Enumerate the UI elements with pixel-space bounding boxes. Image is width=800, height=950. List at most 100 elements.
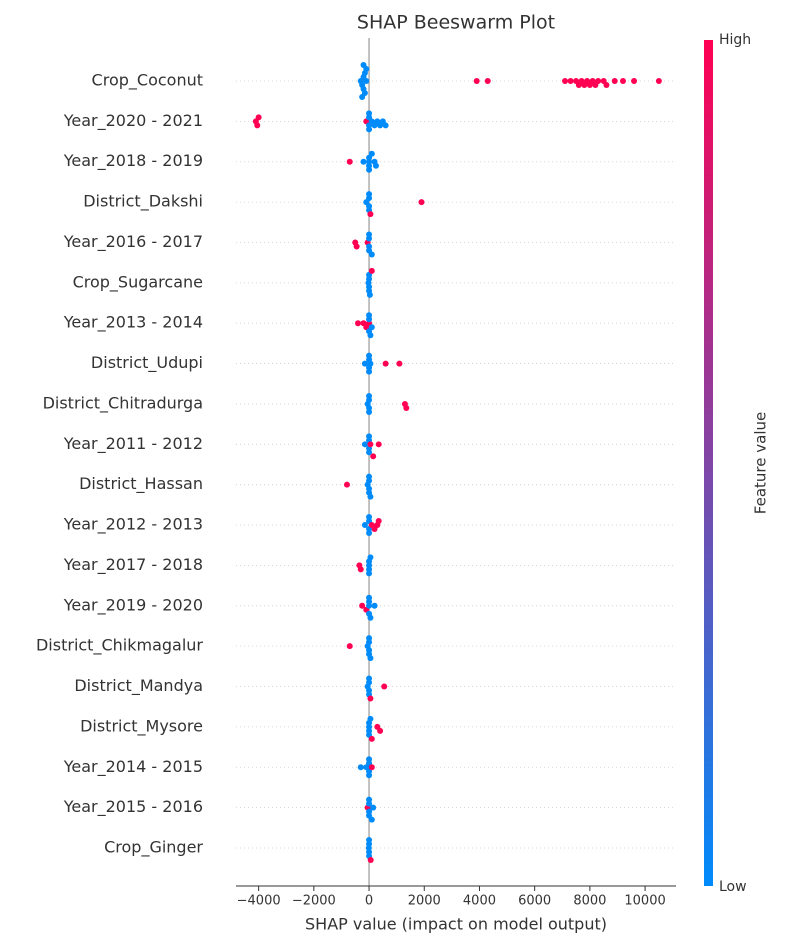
x-tick-label: 10000 — [624, 894, 665, 909]
shap-point — [473, 78, 480, 84]
shap-point — [367, 695, 374, 702]
feature-label: District_Udupi — [91, 353, 203, 373]
shap-point — [366, 473, 373, 480]
shap-point — [366, 449, 373, 456]
feature-label: Year_2011 - 2012 — [63, 434, 203, 454]
x-tick-label: 0 — [365, 894, 373, 909]
shap-point — [370, 453, 377, 460]
shap-point — [418, 199, 425, 206]
feature-label: Year_2019 - 2020 — [63, 595, 203, 615]
shap-point — [366, 772, 373, 779]
shap-point — [366, 635, 373, 642]
x-axis-label: SHAP value (impact on model output) — [305, 915, 607, 934]
shap-point — [366, 312, 373, 319]
shap-point — [375, 518, 382, 525]
feature-label: District_Chikmagalur — [36, 636, 203, 656]
shap-point — [366, 368, 373, 375]
shap-point — [366, 392, 373, 399]
shap-point — [375, 441, 382, 448]
shap-point — [367, 554, 374, 561]
shap-point — [368, 764, 375, 771]
shap-point — [343, 481, 350, 488]
shap-point — [366, 352, 373, 359]
shap-point — [631, 78, 638, 84]
x-tick-label: 6000 — [518, 894, 551, 909]
shap-point — [359, 94, 366, 100]
shap-point — [382, 360, 389, 367]
shap-point — [254, 122, 261, 129]
shap-point — [359, 602, 366, 609]
feature-label: Year_2018 - 2019 — [63, 151, 203, 171]
x-tick-label: 2000 — [408, 894, 441, 909]
feature-label: Year_2016 - 2017 — [63, 232, 203, 252]
feature-label: Crop_Coconut — [92, 71, 203, 91]
feature-label: Crop_Sugarcane — [73, 272, 203, 292]
feature-label: District_Chitradurga — [43, 393, 203, 413]
shap-point — [562, 78, 569, 84]
shap-point — [371, 602, 378, 609]
shap-point — [366, 675, 373, 682]
feature-label: District_Dakshi — [83, 192, 203, 212]
shap-point — [377, 727, 384, 734]
shap-point — [603, 82, 610, 88]
shap-point — [366, 514, 373, 521]
colorbar — [704, 40, 713, 886]
shap-point — [366, 433, 373, 440]
shap-point — [368, 251, 375, 258]
feature-label: Year_2015 - 2016 — [63, 797, 203, 817]
feature-label: District_Hassan — [79, 474, 203, 494]
shap-point — [370, 804, 377, 811]
shap-point — [366, 837, 373, 843]
shap-point — [366, 166, 373, 173]
shap-point — [611, 78, 618, 84]
shap-point — [382, 122, 389, 129]
shap-point — [355, 320, 362, 327]
shap-point — [361, 441, 368, 448]
shap-point — [357, 764, 364, 771]
shap-point — [368, 150, 375, 157]
shap-point — [361, 522, 368, 529]
colorbar-label: Feature value — [752, 412, 770, 514]
feature-label: District_Mysore — [80, 716, 203, 736]
shap-point — [366, 530, 373, 537]
shap-point — [255, 114, 262, 121]
shap-point — [366, 231, 373, 238]
shap-point — [366, 110, 373, 117]
shap-point — [367, 655, 374, 662]
shap-point — [346, 158, 353, 165]
shap-point — [367, 332, 374, 339]
shap-point — [366, 594, 373, 601]
shap-point — [368, 816, 375, 823]
shap-point — [567, 78, 574, 84]
shap-point — [367, 211, 374, 218]
shap-point — [367, 360, 374, 367]
shap-point — [366, 570, 373, 577]
shap-point — [368, 735, 375, 742]
colorbar-high-label: High — [719, 32, 751, 48]
feature-label: Year_2013 - 2014 — [63, 313, 203, 333]
shap-point — [372, 162, 379, 169]
shap-point — [368, 267, 375, 274]
shap-point — [367, 715, 374, 722]
x-tick-label: 8000 — [573, 894, 606, 909]
shap-point — [353, 243, 360, 250]
shap-point — [367, 614, 374, 621]
colorbar-low-label: Low — [719, 879, 747, 895]
shap-point — [366, 126, 373, 133]
shap-point — [366, 191, 373, 198]
x-tick-label: −2000 — [292, 894, 336, 909]
shap-point — [361, 360, 368, 367]
x-tick-label: −4000 — [237, 894, 281, 909]
shap-point — [366, 408, 373, 415]
feature-label: Year_2014 - 2015 — [63, 757, 203, 777]
shap-point — [366, 291, 373, 298]
shap-point — [381, 683, 388, 690]
shap-point — [368, 324, 375, 331]
shap-point — [366, 756, 373, 763]
shap-point — [484, 78, 491, 84]
shap-point — [396, 360, 403, 367]
shap-point — [595, 78, 602, 84]
shap-point — [366, 796, 373, 803]
shap-point — [360, 62, 367, 68]
